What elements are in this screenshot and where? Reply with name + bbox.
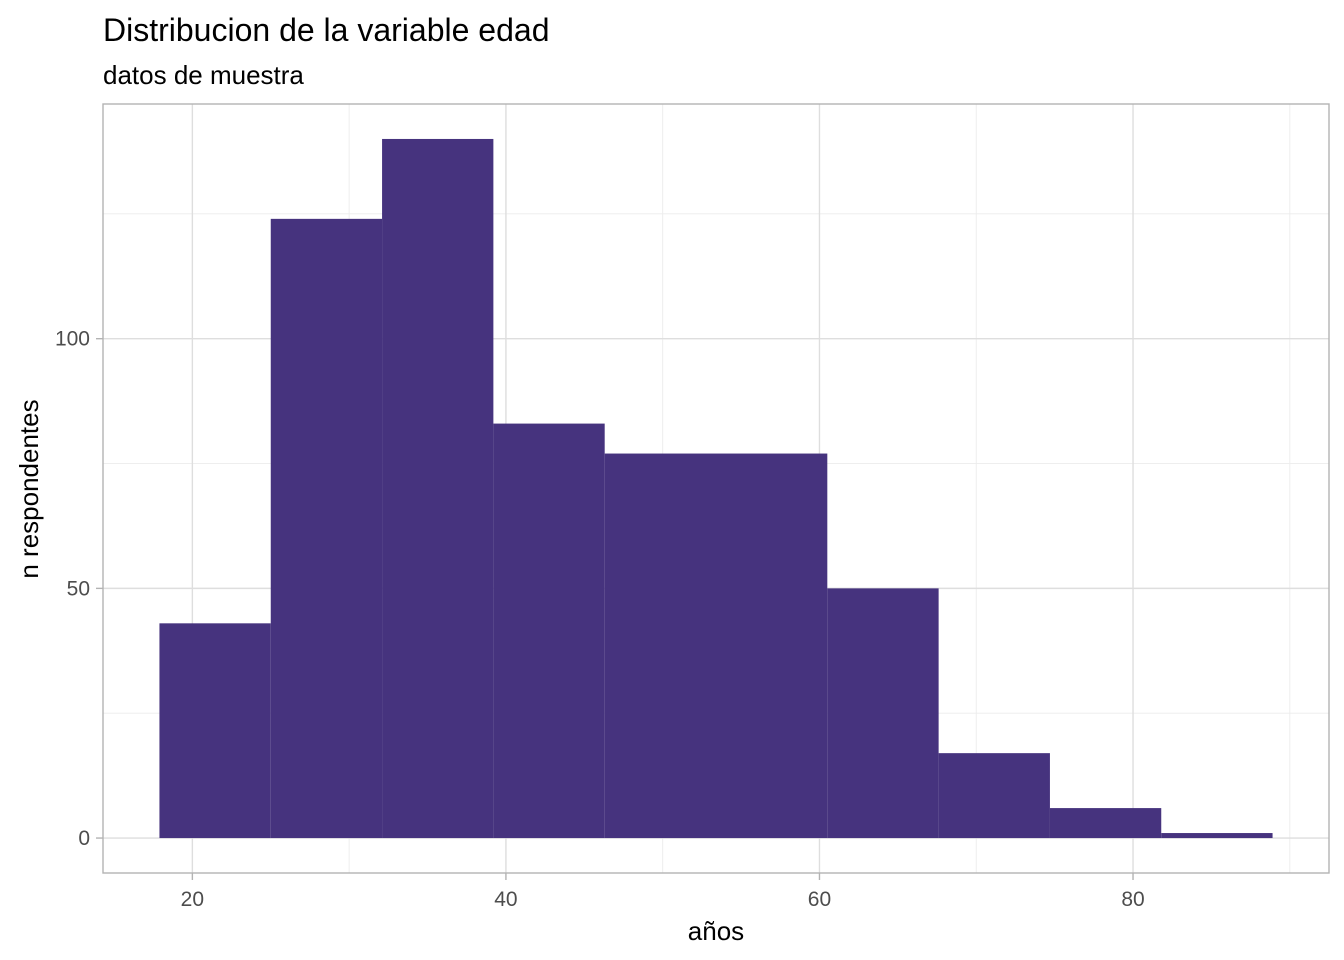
histogram-bar-1 — [159, 623, 271, 839]
histogram-bar-2 — [270, 218, 383, 839]
x-tick-label: 80 — [1121, 888, 1144, 911]
histogram-bar-3 — [382, 138, 494, 839]
histogram-bar-10 — [1161, 833, 1273, 839]
histogram-bar-8 — [938, 753, 1050, 839]
y-tick-label: 50 — [67, 577, 90, 600]
chart-title: Distribucion de la variable edad — [103, 12, 549, 48]
chart-subtitle: datos de muestra — [103, 60, 304, 90]
y-axis-title: n respondentes — [14, 399, 44, 578]
x-tick-label: 40 — [494, 888, 517, 911]
histogram-bar-9 — [1049, 808, 1162, 839]
axis-ticks: 20 40 60 80 0 50 100 — [55, 328, 1145, 911]
histogram-bar-7 — [827, 588, 939, 839]
histogram-bars — [159, 138, 1273, 839]
y-tick-label: 100 — [55, 328, 90, 351]
histogram-bar-6 — [716, 453, 828, 839]
histogram-bar-4 — [493, 423, 605, 839]
plot-panel-border — [102, 103, 1330, 874]
x-tick-label: 20 — [181, 888, 204, 911]
y-tick-label: 0 — [78, 827, 90, 850]
x-axis-title: años — [688, 916, 744, 946]
x-tick-label: 60 — [808, 888, 831, 911]
histogram-bar-5 — [604, 453, 716, 839]
